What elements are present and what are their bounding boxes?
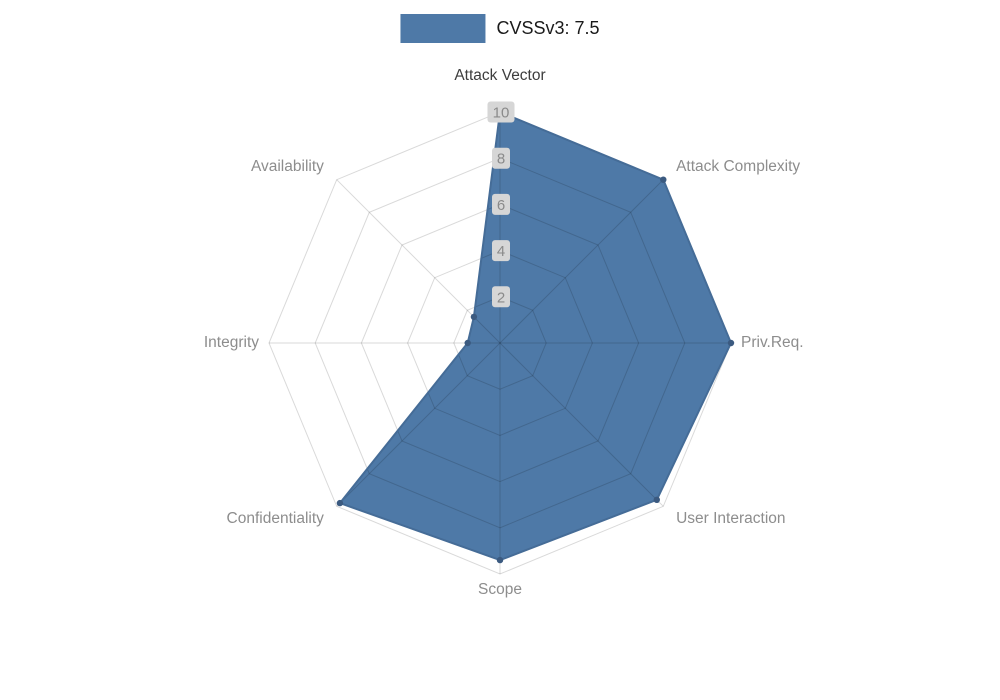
grid-ring-2 bbox=[453, 296, 547, 390]
tick-chip-4 bbox=[492, 240, 510, 262]
legend: CVSSv3: 7.5 bbox=[400, 14, 600, 43]
tick-label-4: 4 bbox=[497, 243, 505, 260]
axis-label-user-interaction: User Interaction bbox=[676, 510, 785, 527]
tick-label-8: 8 bbox=[497, 151, 505, 168]
radar-series-area bbox=[339, 112, 731, 561]
radar-point-integrity bbox=[464, 339, 471, 347]
tick-chip-8 bbox=[492, 147, 510, 169]
radar-point-priv-req bbox=[727, 339, 735, 347]
grid-spoke-user-interaction bbox=[499, 342, 664, 507]
legend-swatch bbox=[400, 14, 486, 43]
grid-spoke-confidentiality bbox=[336, 342, 501, 507]
grid-ring-4 bbox=[407, 250, 593, 436]
legend-label: CVSSv3: 7.5 bbox=[496, 18, 600, 38]
radar-point-scope bbox=[496, 556, 504, 564]
axis-label-availability: Availability bbox=[251, 158, 324, 175]
radar-point-user-interaction bbox=[653, 496, 660, 503]
radar-point-attack-complexity bbox=[660, 176, 667, 183]
axis-label-attack-complexity: Attack Complexity bbox=[676, 158, 800, 175]
tick-chip-2 bbox=[492, 286, 510, 308]
axis-label-confidentiality: Confidentiality bbox=[227, 510, 325, 527]
tick-chip-10 bbox=[487, 101, 515, 123]
axis-label-scope: Scope bbox=[478, 581, 522, 598]
grid-spoke-attack-complexity bbox=[499, 179, 664, 344]
tick-label-6: 6 bbox=[497, 197, 505, 214]
axis-label-integrity: Integrity bbox=[204, 334, 259, 351]
grid-ring-6 bbox=[360, 203, 640, 483]
tick-chip-6 bbox=[492, 193, 510, 215]
axis-label-priv-req: Priv.Req. bbox=[741, 334, 804, 351]
radar-point-availability bbox=[470, 313, 478, 321]
tick-label-2: 2 bbox=[497, 289, 505, 306]
radar-point-confidentiality bbox=[336, 499, 344, 507]
tick-label-10: 10 bbox=[493, 105, 510, 122]
axis-label-attack-vector: Attack Vector bbox=[454, 67, 545, 84]
grid-ring-8 bbox=[314, 157, 686, 529]
